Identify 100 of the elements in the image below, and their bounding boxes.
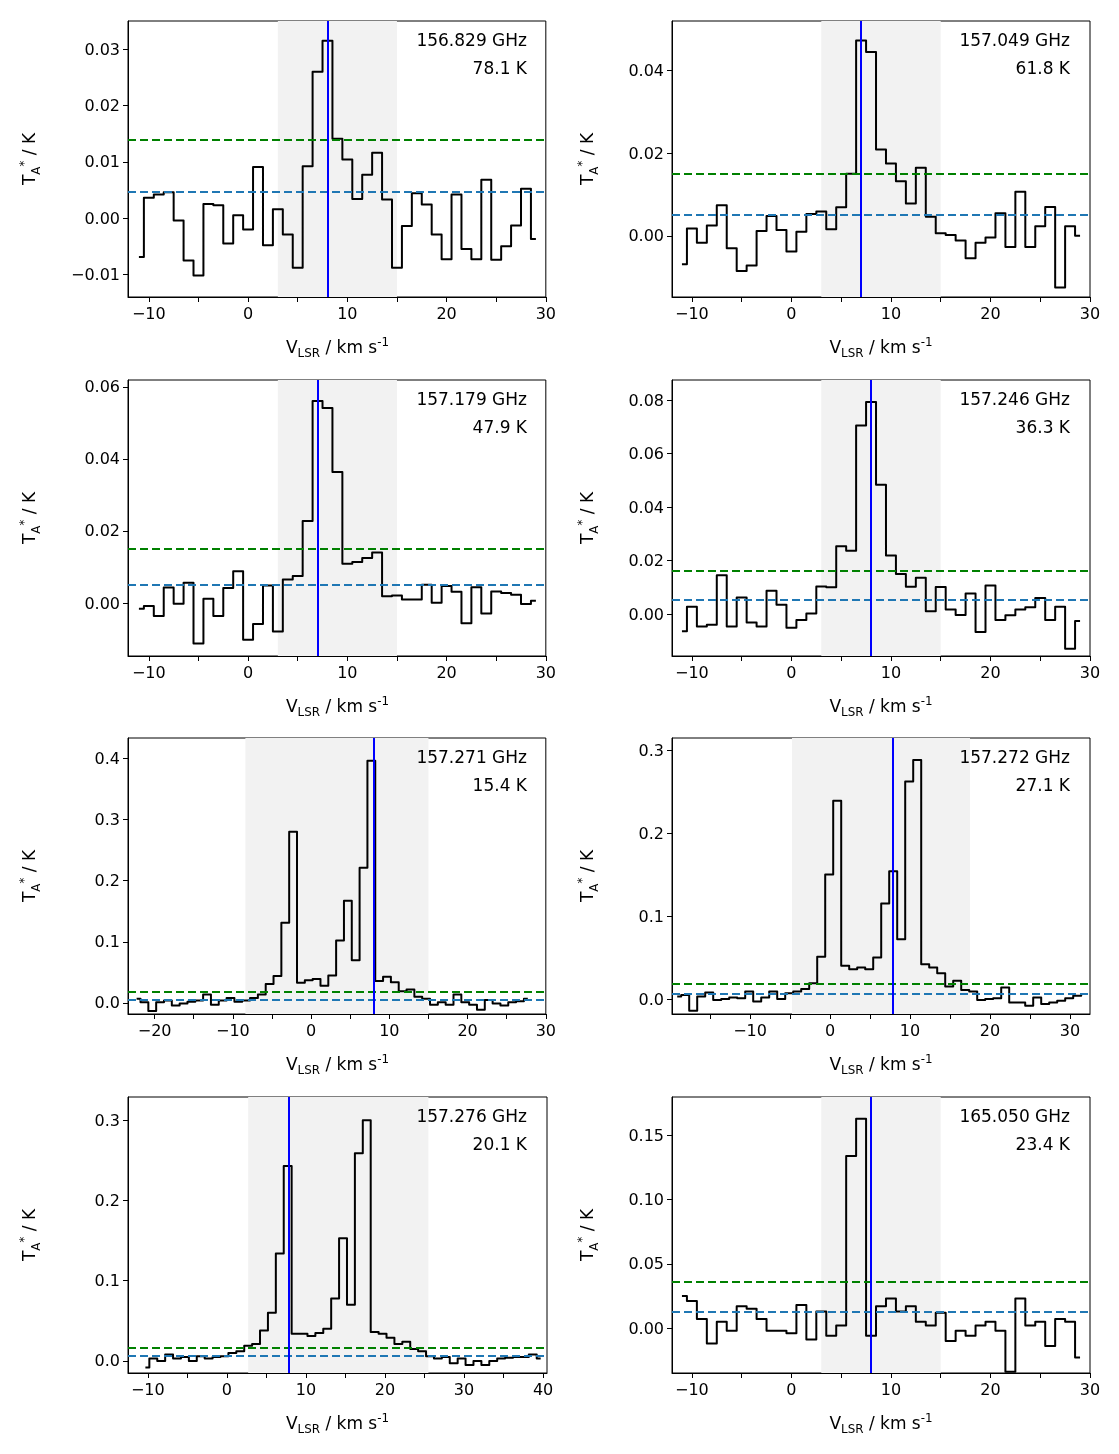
x-tick-label: 20 xyxy=(436,662,457,682)
y-tick-label: 0.10 xyxy=(628,1190,664,1210)
annotation: 157.049 GHz xyxy=(959,29,1071,50)
x-tick-label: 0 xyxy=(221,1379,232,1399)
y-tick-label: 0.00 xyxy=(628,1318,664,1338)
x-tick-label: −10 xyxy=(733,1020,767,1040)
y-tick-label: 0.02 xyxy=(84,521,120,541)
x-tick-label: 30 xyxy=(535,1020,556,1040)
y-tick-label: 0.0 xyxy=(94,1351,120,1371)
y-tick-label: 0.0 xyxy=(638,989,664,1009)
y-tick-label: 0.3 xyxy=(94,809,120,829)
x-tick-label: 30 xyxy=(535,303,556,323)
x-tick-label: −10 xyxy=(675,1379,709,1399)
x-axis-title: V$_{LSR}$ / km s$^{-1}$ xyxy=(285,694,390,720)
y-tick-label: 0.04 xyxy=(84,449,120,469)
x-tick-label: −10 xyxy=(675,303,709,323)
y-tick-label: 0.00 xyxy=(84,208,120,228)
y-tick-label: 0.2 xyxy=(94,1191,120,1210)
y-tick-label: 0.3 xyxy=(94,1110,120,1130)
y-tick-label: 0.00 xyxy=(84,593,120,613)
x-tick-label: 10 xyxy=(880,303,902,323)
y-tick-label: 0.02 xyxy=(628,551,664,571)
annotation: 157.272 GHz xyxy=(959,746,1071,767)
x-tick-label: 0 xyxy=(242,303,254,323)
x-tick-label: 0 xyxy=(786,1379,797,1399)
x-tick-label: 30 xyxy=(453,1379,475,1399)
x-tick-label: 0 xyxy=(786,303,797,323)
y-tick-label: 0.05 xyxy=(628,1254,664,1274)
x-tick-label: −10 xyxy=(215,1020,250,1040)
x-tick-label: −10 xyxy=(130,1379,165,1399)
x-tick-label: 20 xyxy=(980,1379,1001,1399)
x-tick-label: 0 xyxy=(786,662,797,682)
y-tick-label: 0.04 xyxy=(628,61,664,81)
x-axis-title: V$_{LSR}$ / km s$^{-1}$ xyxy=(829,1052,933,1078)
x-tick-label: 10 xyxy=(337,662,358,682)
annotation: 165.050 GHz xyxy=(959,1105,1071,1126)
y-tick-label: 0.00 xyxy=(628,226,664,246)
y-tick-label: 0.0 xyxy=(94,993,120,1013)
annotation: 156.829 GHz xyxy=(416,29,528,50)
x-axis-title: V$_{LSR}$ / km s$^{-1}$ xyxy=(285,1052,390,1078)
x-tick-label: 20 xyxy=(436,303,457,323)
x-tick-label: 30 xyxy=(1079,303,1101,323)
y-tick-label: −0.01 xyxy=(70,264,120,284)
y-tick-label: 0.02 xyxy=(84,95,120,115)
x-axis-title: V$_{LSR}$ / km s$^{-1}$ xyxy=(285,1411,390,1437)
x-tick-label: 30 xyxy=(1079,1379,1101,1399)
annotation: 47.9 K xyxy=(472,416,528,437)
y-tick-label: 0.02 xyxy=(628,143,664,163)
x-axis-title: V$_{LSR}$ / km s$^{-1}$ xyxy=(829,335,933,361)
x-tick-label: 0 xyxy=(824,1020,836,1040)
y-tick-label: 0.1 xyxy=(94,932,120,952)
annotation: 157.179 GHz xyxy=(416,388,528,409)
y-tick-label: 0.2 xyxy=(638,823,664,843)
annotation: 36.3 K xyxy=(1015,416,1071,437)
x-tick-label: −10 xyxy=(131,303,166,323)
y-tick-label: 0.00 xyxy=(628,604,664,624)
y-tick-label: 0.01 xyxy=(84,152,120,172)
y-tick-label: 0.06 xyxy=(84,377,120,397)
y-tick-label: 0.08 xyxy=(628,390,664,410)
x-tick-label: −20 xyxy=(137,1020,172,1040)
y-tick-label: 0.1 xyxy=(94,1271,120,1291)
annotation: 157.276 GHz xyxy=(416,1105,528,1126)
annotation: 157.246 GHz xyxy=(959,388,1071,409)
y-tick-label: 0.06 xyxy=(628,444,664,464)
x-tick-label: 30 xyxy=(1059,1020,1081,1040)
x-tick-label: 0 xyxy=(242,662,254,682)
x-tick-label: 30 xyxy=(535,662,556,682)
x-axis-title: V$_{LSR}$ / km s$^{-1}$ xyxy=(285,335,390,361)
x-tick-label: 20 xyxy=(979,1020,1001,1040)
annotation: 157.271 GHz xyxy=(416,746,528,767)
annotation: 15.4 K xyxy=(472,774,528,795)
y-tick-label: 0.04 xyxy=(628,497,664,517)
x-tick-label: 10 xyxy=(379,1020,400,1040)
y-tick-label: 0.4 xyxy=(94,748,120,768)
annotation: 23.4 K xyxy=(1015,1133,1071,1154)
x-tick-label: 10 xyxy=(337,303,358,323)
annotation: 20.1 K xyxy=(472,1133,528,1154)
y-tick-label: 0.03 xyxy=(84,39,120,59)
annotation: 78.1 K xyxy=(472,57,528,78)
x-tick-label: 40 xyxy=(532,1379,554,1399)
x-tick-label: 20 xyxy=(457,1020,478,1040)
x-tick-label: 10 xyxy=(880,662,902,682)
x-tick-label: −10 xyxy=(131,662,166,682)
x-tick-label: 30 xyxy=(1079,662,1101,682)
x-tick-label: 20 xyxy=(374,1379,396,1399)
x-tick-label: 20 xyxy=(980,303,1001,323)
x-axis-title: V$_{LSR}$ / km s$^{-1}$ xyxy=(829,1411,933,1437)
x-tick-label: −10 xyxy=(675,662,709,682)
x-tick-label: 10 xyxy=(295,1379,317,1399)
annotation: 27.1 K xyxy=(1015,774,1071,795)
y-tick-label: 0.15 xyxy=(628,1126,664,1146)
y-tick-label: 0.3 xyxy=(638,740,664,760)
x-tick-label: 0 xyxy=(306,1020,317,1040)
y-tick-label: 0.2 xyxy=(94,871,120,891)
y-tick-label: 0.1 xyxy=(638,906,664,926)
x-axis-title: V$_{LSR}$ / km s$^{-1}$ xyxy=(829,694,933,720)
x-tick-label: 10 xyxy=(899,1020,921,1040)
annotation: 61.8 K xyxy=(1015,57,1071,78)
x-tick-label: 20 xyxy=(980,662,1001,682)
x-tick-label: 10 xyxy=(880,1379,902,1399)
